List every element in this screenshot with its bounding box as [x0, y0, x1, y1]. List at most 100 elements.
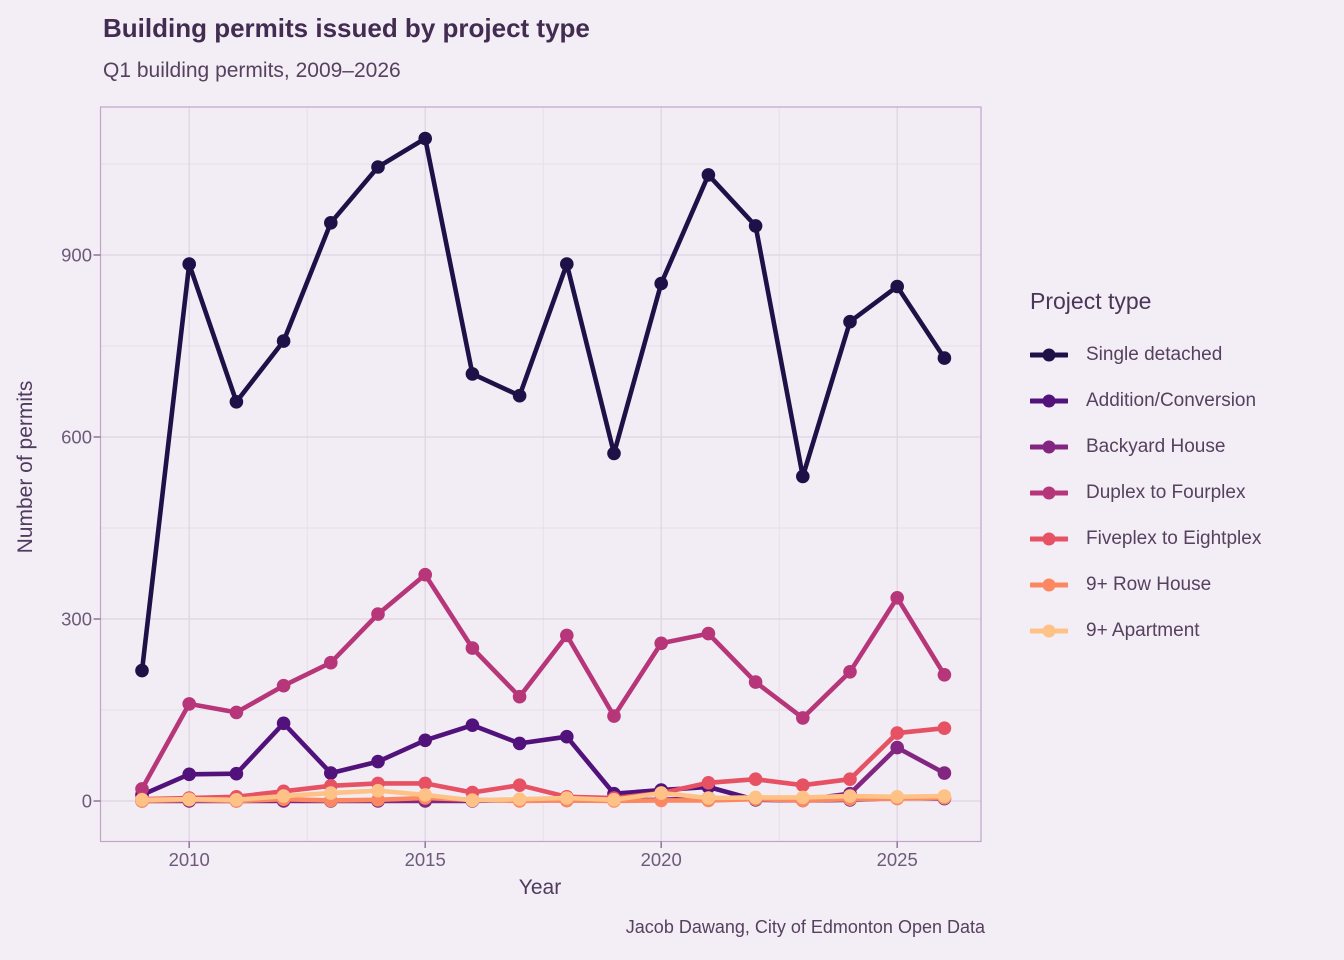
series-point-single-detached: [276, 334, 291, 348]
series-point-duplex-to-fourplex: [654, 636, 668, 651]
legend-key-icon: [1030, 532, 1068, 546]
series-point-single-detached: [324, 216, 338, 230]
x-axis-title: Year: [518, 876, 562, 899]
series-point-9-apartment: [512, 792, 527, 806]
legend: Project type Single detached Addition/Co…: [1030, 288, 1261, 667]
series-point-fiveplex-to-eightplex: [890, 726, 904, 740]
legend-label: 9+ Apartment: [1086, 620, 1200, 641]
legend-label: 9+ Row House: [1086, 574, 1212, 595]
series-point-9-apartment: [843, 789, 857, 803]
series-point-9-apartment: [607, 793, 621, 807]
legend-item-9plus-apartment: 9+ Apartment: [1030, 620, 1261, 641]
y-axis-title: Number of permits: [14, 380, 37, 554]
series-point-fiveplex-to-eightplex: [748, 772, 763, 786]
series-point-9-apartment: [937, 789, 952, 803]
series-point-duplex-to-fourplex: [465, 641, 480, 655]
series-point-duplex-to-fourplex: [371, 607, 385, 621]
series-point-9-apartment: [465, 793, 480, 808]
series-point-addition-conversion: [465, 718, 480, 732]
legend-item-single-detached: Single detached: [1030, 344, 1261, 365]
series-point-fiveplex-to-eightplex: [418, 776, 433, 791]
series-point-9-apartment: [654, 786, 668, 800]
chart-title: Building permits issued by project type: [103, 13, 590, 43]
series-point-addition-conversion: [418, 733, 433, 748]
series-point-backyard-house: [937, 766, 952, 780]
series-point-addition-conversion: [229, 766, 244, 781]
series-point-duplex-to-fourplex: [937, 668, 952, 682]
series-point-duplex-to-fourplex: [701, 626, 716, 641]
x-tick-label: 2010: [169, 849, 210, 870]
series-point-single-detached: [512, 388, 527, 403]
series-point-9-apartment: [701, 791, 716, 805]
series-point-single-detached: [654, 276, 668, 291]
series-point-single-detached: [371, 160, 385, 174]
series-point-9-apartment: [276, 789, 291, 803]
series-point-duplex-to-fourplex: [607, 709, 621, 723]
series-point-fiveplex-to-eightplex: [512, 778, 527, 792]
legend-label: Fiveplex to Eightplex: [1086, 528, 1262, 549]
series-point-duplex-to-fourplex: [135, 782, 149, 796]
series-point-9-apartment: [229, 793, 244, 807]
series-point-9-apartment: [890, 790, 904, 804]
series-point-single-detached: [748, 219, 763, 233]
series-point-duplex-to-fourplex: [796, 711, 810, 725]
series-point-fiveplex-to-eightplex: [796, 778, 810, 792]
series-point-backyard-house: [890, 740, 904, 755]
legend-key-icon: [1030, 440, 1068, 454]
series-point-9-apartment: [324, 786, 338, 800]
series-line-single-detached: [139, 136, 947, 673]
series-point-duplex-to-fourplex: [418, 567, 433, 582]
series-point-addition-conversion: [512, 736, 527, 751]
series-point-addition-conversion: [560, 729, 574, 744]
legend-item-duplex-to-fourplex: Duplex to Fourplex: [1030, 482, 1261, 503]
series-point-9-apartment: [135, 793, 149, 807]
series-point-single-detached: [843, 314, 857, 329]
y-tick-label: 600: [61, 426, 92, 447]
series-point-addition-conversion: [324, 766, 338, 780]
y-tick-label: 900: [61, 244, 92, 265]
legend-item-backyard-house: Backyard House: [1030, 436, 1261, 457]
legend-label: Single detached: [1086, 344, 1223, 365]
series-point-single-detached: [418, 131, 433, 146]
legend-item-fiveplex-to-eightplex: Fiveplex to Eightplex: [1030, 528, 1262, 549]
series-point-single-detached: [135, 663, 149, 678]
series-point-9-apartment: [371, 783, 385, 798]
series-point-duplex-to-fourplex: [843, 665, 857, 679]
panel-border: [99, 106, 982, 843]
series-point-duplex-to-fourplex: [512, 689, 527, 704]
series-point-9-apartment: [796, 790, 810, 805]
x-tick-label: 2020: [641, 849, 682, 870]
legend-item-addition-conversion: Addition/Conversion: [1030, 390, 1261, 411]
legend-item-9plus-row-house: 9+ Row House: [1030, 574, 1261, 595]
legend-title: Project type: [1030, 288, 1152, 314]
series-line-duplex-to-fourplex: [139, 572, 947, 792]
legend-label: Duplex to Fourplex: [1086, 482, 1246, 503]
y-tick-label: 0: [82, 791, 92, 812]
series-point-9-apartment: [418, 788, 433, 802]
series-point-duplex-to-fourplex: [276, 678, 291, 693]
legend-key-icon: [1030, 624, 1068, 638]
series-point-single-detached: [607, 446, 621, 461]
caption: Jacob Dawang, City of Edmonton Open Data: [625, 917, 985, 937]
x-tick-label: 2025: [877, 849, 918, 870]
series-point-addition-conversion: [182, 767, 196, 782]
series-point-duplex-to-fourplex: [890, 591, 904, 605]
series-point-single-detached: [796, 469, 810, 484]
series-point-9-apartment: [748, 790, 763, 805]
series-line-9-apartment: [139, 788, 947, 803]
legend-label: Backyard House: [1086, 436, 1226, 457]
chart-subtitle: Q1 building permits, 2009–2026: [103, 59, 401, 82]
series-point-single-detached: [465, 367, 480, 381]
series-line-fiveplex-to-eightplex: [139, 725, 947, 802]
series-point-single-detached: [560, 257, 574, 271]
series-point-single-detached: [229, 395, 244, 409]
legend-key-icon: [1030, 578, 1068, 592]
series-point-single-detached: [701, 168, 716, 182]
legend-key-icon: [1030, 394, 1068, 408]
series-point-9-apartment: [182, 792, 196, 806]
series-point-single-detached: [937, 351, 952, 365]
series-point-duplex-to-fourplex: [324, 655, 338, 670]
series-point-single-detached: [890, 279, 904, 294]
legend-key-icon: [1030, 348, 1068, 362]
